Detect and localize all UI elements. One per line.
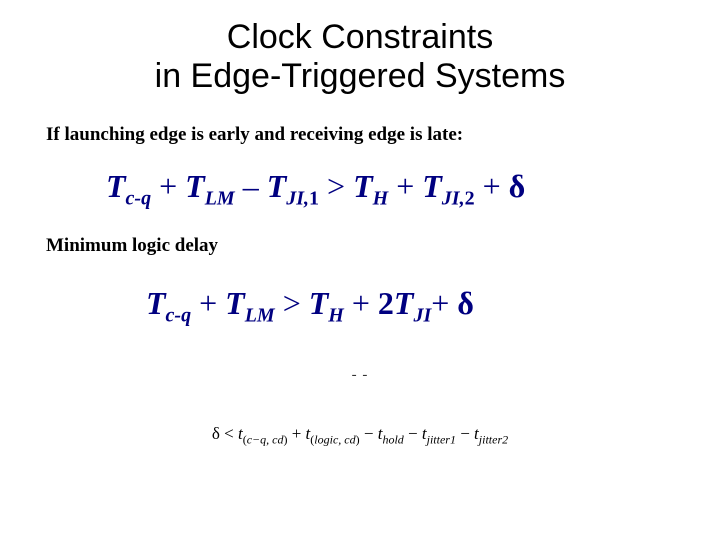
equation-2: Tc-q + TLM > TH + 2TJI+ δ [146, 285, 720, 327]
plus-2: + [388, 168, 422, 204]
final-minus1: − [360, 424, 378, 443]
gt-2: > [275, 285, 309, 321]
delta-1: δ [509, 168, 526, 204]
final-plus1: + [287, 424, 305, 443]
term2-T4: T [394, 285, 414, 321]
sub-JI2a: JI, [442, 188, 465, 210]
final-p1: c−q, cd [247, 432, 284, 446]
term-T1: T [106, 168, 126, 204]
term2-T1: T [146, 285, 166, 321]
slide: Clock Constraints in Edge-Triggered Syst… [0, 0, 720, 540]
sub-LM: LM [205, 188, 235, 210]
title-line-1: Clock Constraints [227, 18, 493, 56]
final-s5: jitter2 [479, 432, 508, 446]
two: 2 [378, 285, 394, 321]
plus2-1: + [191, 285, 225, 321]
sub2-H: H [328, 304, 344, 326]
final-delta: δ [212, 424, 220, 443]
sub2-JI: JI [413, 304, 431, 326]
term-T2: T [185, 168, 205, 204]
sub-JI1a: JI, [286, 188, 309, 210]
sub2-cq: c-q [166, 304, 192, 326]
final-s3: hold [382, 432, 403, 446]
condition-text: If launching edge is early and receiving… [46, 124, 720, 146]
sub2-LM: LM [245, 304, 275, 326]
term2-T2: T [225, 285, 245, 321]
sub-JI2b: 2 [465, 188, 475, 210]
final-minus3: − [456, 424, 474, 443]
min-logic-text: Minimum logic delay [46, 235, 720, 257]
final-lt: < [220, 424, 238, 443]
gt-1: > [319, 168, 353, 204]
term2-T3: T [309, 285, 329, 321]
plus2-2: + [344, 285, 378, 321]
sub-H: H [373, 188, 389, 210]
sub-cq: c-q [126, 188, 152, 210]
final-minus2: − [404, 424, 422, 443]
final-equation: δ < t(c−q, cd) + t(logic, cd) − thold − … [212, 424, 508, 447]
title-line-2: in Edge-Triggered Systems [155, 57, 566, 95]
term-T3: T [267, 168, 287, 204]
final-p2: logic, cd [314, 432, 355, 446]
sub-JI1b: 1 [309, 188, 319, 210]
term-T5: T [422, 168, 442, 204]
final-s4: jitter1 [427, 432, 456, 446]
delta-2: δ [457, 285, 474, 321]
separator-dashes: - - [0, 367, 720, 384]
plus-3: + [475, 168, 509, 204]
plus2-3: + [431, 285, 457, 321]
final-equation-wrap: δ < t(c−q, cd) + t(logic, cd) − thold − … [0, 424, 720, 447]
plus-1: + [151, 168, 185, 204]
term-T4: T [353, 168, 373, 204]
slide-title: Clock Constraints in Edge-Triggered Syst… [0, 0, 720, 96]
minus-1: – [235, 168, 267, 204]
equation-1: Tc-q + TLM – TJI,1 > TH + TJI,2 + δ [106, 168, 720, 210]
